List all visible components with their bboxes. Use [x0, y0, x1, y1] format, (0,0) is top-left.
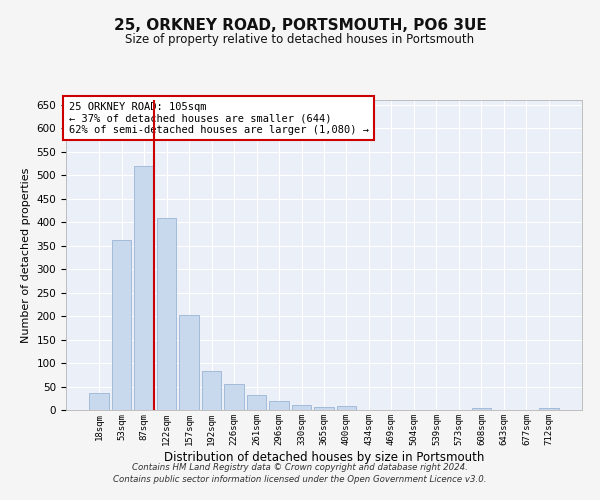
Bar — [337, 406, 356, 410]
Text: Size of property relative to detached houses in Portsmouth: Size of property relative to detached ho… — [125, 32, 475, 46]
Bar — [314, 406, 334, 410]
Bar — [202, 371, 221, 410]
Text: Contains public sector information licensed under the Open Government Licence v3: Contains public sector information licen… — [113, 474, 487, 484]
Bar — [247, 394, 266, 410]
Bar — [539, 408, 559, 410]
Bar — [472, 408, 491, 410]
Text: 25 ORKNEY ROAD: 105sqm
← 37% of detached houses are smaller (644)
62% of semi-de: 25 ORKNEY ROAD: 105sqm ← 37% of detached… — [68, 102, 368, 134]
Bar — [224, 384, 244, 410]
Bar — [112, 240, 131, 410]
X-axis label: Distribution of detached houses by size in Portsmouth: Distribution of detached houses by size … — [164, 450, 484, 464]
Bar — [89, 392, 109, 410]
Bar — [157, 218, 176, 410]
Bar — [269, 400, 289, 410]
Bar — [292, 406, 311, 410]
Bar — [179, 315, 199, 410]
Text: Contains HM Land Registry data © Crown copyright and database right 2024.: Contains HM Land Registry data © Crown c… — [132, 463, 468, 472]
Bar — [134, 166, 154, 410]
Text: 25, ORKNEY ROAD, PORTSMOUTH, PO6 3UE: 25, ORKNEY ROAD, PORTSMOUTH, PO6 3UE — [113, 18, 487, 32]
Y-axis label: Number of detached properties: Number of detached properties — [21, 168, 31, 342]
